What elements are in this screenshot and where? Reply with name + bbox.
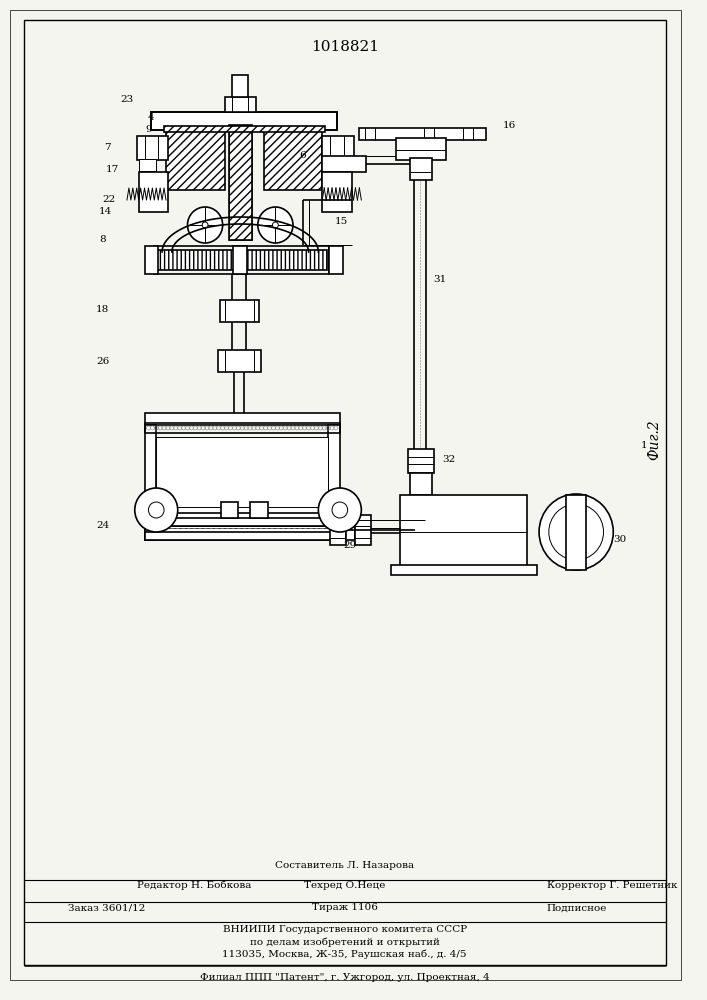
Bar [330,515,346,545]
Bar [164,126,325,132]
Bar [221,502,238,518]
Bar [264,128,322,190]
Bar [144,518,340,526]
Bar [233,246,247,274]
Bar [144,526,340,540]
Text: 6: 6 [300,150,306,159]
Bar [225,97,256,112]
Bar [410,158,432,180]
Text: Тираж 1106: Тираж 1106 [312,904,378,912]
Bar [139,172,168,212]
Text: 29: 29 [343,540,356,550]
Bar [334,159,351,171]
Bar [250,502,267,518]
Bar [136,136,168,160]
Text: Корректор Г. Решетник: Корректор Г. Решетник [547,880,677,890]
Text: 26: 26 [96,358,109,366]
Text: 30: 30 [614,536,626,544]
Text: Филиал ППП "Патент", г. Ужгород, ул. Проектная, 4: Филиал ППП "Патент", г. Ужгород, ул. Про… [200,974,489,982]
Bar [144,532,340,540]
Bar [356,515,371,545]
Circle shape [187,207,223,243]
Bar [144,413,340,425]
Text: 23: 23 [120,96,134,104]
Bar [220,300,259,322]
Text: 22: 22 [103,196,116,205]
Circle shape [148,502,164,518]
Bar [166,128,225,190]
Bar [322,156,366,172]
Text: ВНИИПИ Государственного комитета СССР: ВНИИПИ Государственного комитета СССР [223,926,467,934]
Bar [228,125,252,240]
Text: Техред О.Неце: Техред О.Неце [304,880,385,890]
Bar [322,136,354,160]
Bar [233,75,248,97]
Bar [359,128,486,140]
Text: 17: 17 [105,164,119,174]
Bar [408,449,433,473]
Text: Подписное: Подписное [547,904,607,912]
Text: по делам изобретений и открытий: по делам изобретений и открытий [250,937,440,947]
Bar [228,125,252,240]
Bar [156,437,328,526]
Bar [329,246,343,274]
Circle shape [258,207,293,243]
Bar [146,528,338,538]
Bar [322,172,351,212]
Text: 32: 32 [443,456,456,464]
Text: 4: 4 [148,113,155,122]
Bar [400,495,527,570]
Bar [156,250,327,270]
Text: 14: 14 [99,208,112,217]
Text: 31: 31 [433,275,446,284]
Text: 1018821: 1018821 [310,40,379,54]
Circle shape [318,488,361,532]
Bar [154,246,329,274]
Bar [144,423,340,433]
Text: 113035, Москва, Ж-35, Раушская наб., д. 4/5: 113035, Москва, Ж-35, Раушская наб., д. … [223,949,467,959]
Circle shape [135,488,177,532]
Bar [328,425,340,540]
Circle shape [539,494,613,570]
Circle shape [549,504,604,560]
Text: 16: 16 [503,120,516,129]
Bar [395,138,446,160]
Bar [566,495,586,570]
Bar [391,565,537,575]
Bar [346,520,356,540]
Bar [410,473,432,495]
Text: 18: 18 [96,306,109,314]
Text: Заказ 3601/12: Заказ 3601/12 [69,904,146,912]
Bar [151,112,337,130]
Bar [144,246,158,274]
Bar [151,112,337,130]
Circle shape [272,222,279,228]
Text: Фиг.2: Фиг.2 [648,420,661,460]
Text: 1: 1 [641,440,648,450]
Circle shape [202,222,208,228]
Text: Составитель Л. Назарова: Составитель Л. Назарова [275,860,414,869]
Text: 9: 9 [145,125,152,134]
Text: 7: 7 [104,143,111,152]
Circle shape [332,502,348,518]
Text: 24: 24 [96,520,109,530]
Bar [144,425,156,540]
Bar [139,159,156,171]
Bar [218,350,261,372]
Text: 15: 15 [335,218,349,227]
Text: 8: 8 [99,235,106,244]
Text: Редактор Н. Бобкова: Редактор Н. Бобкова [136,880,251,890]
